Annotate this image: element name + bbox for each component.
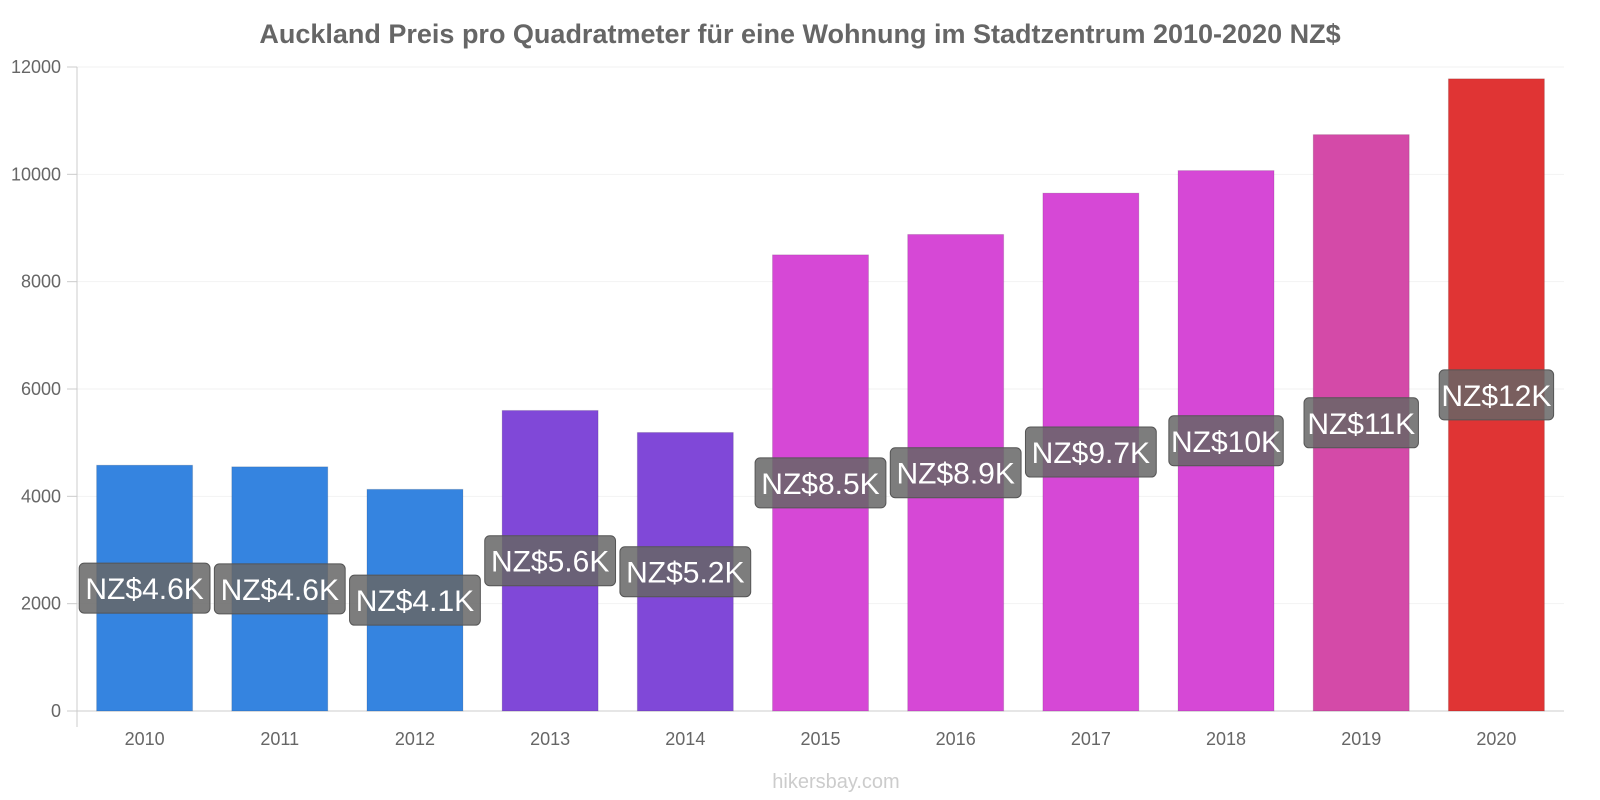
data-label: NZ$8.5K [761,468,879,501]
data-label-box [349,574,481,626]
chart-title: Auckland Preis pro Quadratmeter für eine… [259,19,1340,49]
data-label: NZ$8.9K [896,458,1014,491]
data-label-box [78,562,211,614]
data-label-box [889,447,1022,499]
data-label: NZ$5.6K [491,546,609,579]
data-label-box [1024,426,1157,478]
x-tick-label: 2011 [260,729,299,749]
data-labels: NZ$4.6K NZ$4.6K NZ$4.1K NZ$5.6K NZ$5.2K NZ$8.… [78,369,1555,626]
x-tick-label: 2015 [800,729,840,749]
bars [96,78,1545,712]
x-tick-label: 2018 [1206,729,1246,749]
x-tick-label: 2017 [1071,729,1111,749]
data-label: NZ$5.2K [626,557,744,590]
data-label: NZ$11K [1307,408,1415,441]
data-label: NZ$4.6K [85,573,203,606]
data-label-box [619,546,752,598]
x-tick-label: 2012 [395,729,435,749]
data-label: NZ$4.1K [356,585,474,618]
data-label-box [1303,397,1419,449]
x-tick-label: 2016 [936,729,976,749]
y-tick-label: 0 [51,701,61,721]
x-tick-label: 2014 [665,729,705,749]
x-tick-label: 2010 [125,729,165,749]
data-label-box [1438,369,1555,421]
data-label-box [484,535,617,587]
data-label: NZ$9.7K [1032,437,1150,470]
x-tick-label: 2020 [1476,729,1516,749]
y-tick-label: 12000 [11,57,61,77]
data-label: NZ$12K [1441,380,1551,413]
data-label-box [754,457,887,509]
x-tick-label: 2013 [530,729,570,749]
y-tick-label: 8000 [21,272,61,292]
data-label: NZ$10K [1171,426,1281,459]
x-tick-label: 2019 [1341,729,1381,749]
data-label-box [213,563,346,615]
watermark: hikersbay.com [772,771,899,793]
y-tick-label: 6000 [21,379,61,399]
data-label: NZ$4.6K [221,574,339,607]
data-label-box [1168,415,1284,467]
y-tick-label: 10000 [11,164,61,184]
y-tick-label: 2000 [21,594,61,614]
y-tick-label: 4000 [21,486,61,506]
